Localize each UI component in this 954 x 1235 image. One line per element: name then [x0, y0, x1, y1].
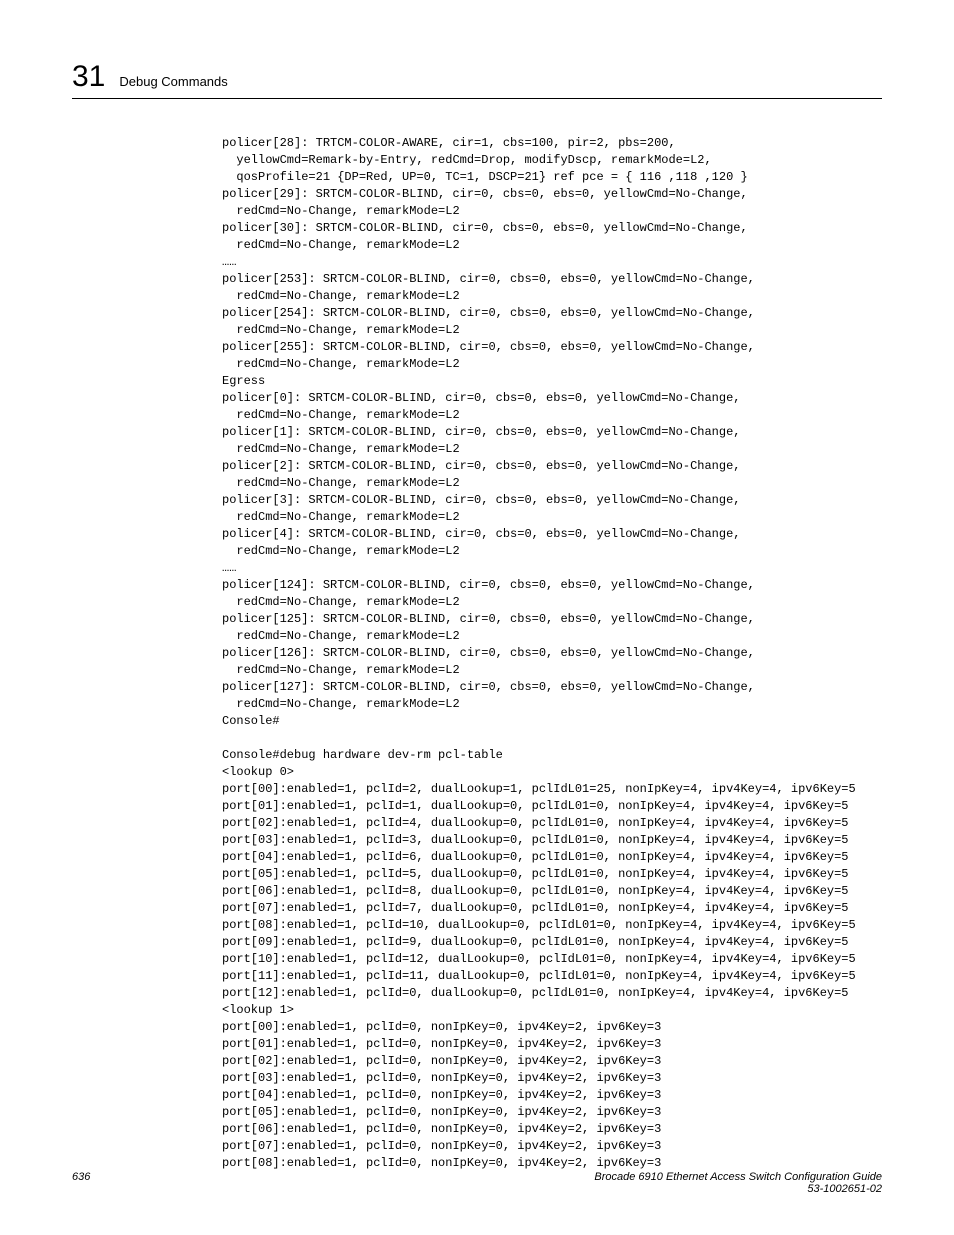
doc-id: 53-1002651-02	[807, 1183, 882, 1195]
page-number: 636	[72, 1171, 90, 1195]
page: 31 Debug Commands policer[28]: TRTCM-COL…	[0, 0, 954, 1235]
chapter-number: 31	[72, 60, 105, 94]
chapter-title: Debug Commands	[119, 74, 227, 89]
footer-right: Brocade 6910 Ethernet Access Switch Conf…	[594, 1171, 882, 1195]
doc-title: Brocade 6910 Ethernet Access Switch Conf…	[594, 1171, 882, 1183]
page-header: 31 Debug Commands	[72, 60, 882, 99]
code-output: policer[28]: TRTCM-COLOR-AWARE, cir=1, c…	[222, 135, 882, 1172]
page-footer: 636 Brocade 6910 Ethernet Access Switch …	[72, 1171, 882, 1195]
